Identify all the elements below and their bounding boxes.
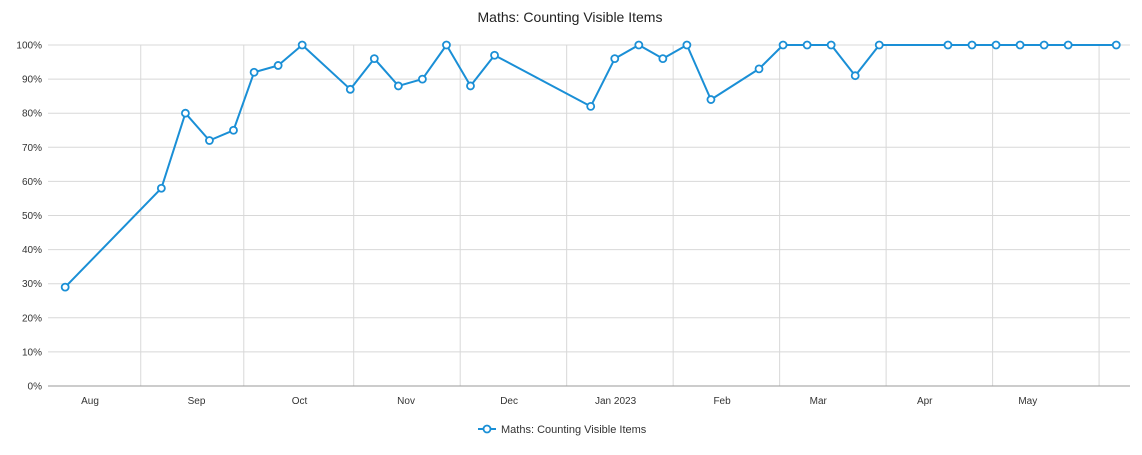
data-point[interactable] <box>297 40 307 50</box>
legend[interactable]: Maths: Counting Visible Items <box>478 424 647 436</box>
data-point[interactable] <box>249 67 259 77</box>
x-tick-label: Oct <box>292 396 308 407</box>
data-point[interactable] <box>1111 40 1121 50</box>
data-point[interactable] <box>967 40 977 50</box>
x-tick-label: Sep <box>188 396 206 407</box>
data-point[interactable] <box>658 54 668 64</box>
data-point[interactable] <box>205 136 214 145</box>
data-point[interactable] <box>393 81 403 91</box>
y-tick-label: 40% <box>22 245 42 256</box>
data-point[interactable] <box>706 95 716 104</box>
chart-title: Maths: Counting Visible Items <box>478 9 663 25</box>
x-tick-label: Feb <box>713 396 731 407</box>
data-point[interactable] <box>273 61 283 70</box>
data-point[interactable] <box>442 40 451 50</box>
data-point[interactable] <box>466 81 475 91</box>
y-tick-label: 30% <box>22 279 42 290</box>
legend-swatch-marker <box>482 424 492 434</box>
data-point[interactable] <box>943 40 953 50</box>
data-point[interactable] <box>991 40 1001 50</box>
y-tick-label: 90% <box>22 75 42 86</box>
y-tick-label: 70% <box>22 143 42 154</box>
data-point[interactable] <box>418 74 427 84</box>
data-point[interactable] <box>586 101 596 111</box>
data-point[interactable] <box>754 64 764 74</box>
data-point[interactable] <box>850 71 860 81</box>
data-point[interactable] <box>1039 40 1049 50</box>
x-tick-label: Aug <box>81 396 99 407</box>
legend-entry-label: Maths: Counting Visible Items <box>501 424 647 436</box>
data-point[interactable] <box>180 108 190 118</box>
data-point[interactable] <box>826 40 836 50</box>
y-tick-label: 50% <box>22 211 42 222</box>
y-tick-label: 80% <box>22 109 42 120</box>
series-line <box>64 44 1117 288</box>
x-axis-tick-labels: Aug Sep Oct Nov Dec Jan 2023 Feb Mar Apr May <box>81 396 1037 407</box>
y-tick-label: 0% <box>28 382 43 393</box>
data-point[interactable] <box>778 40 788 50</box>
y-tick-label: 10% <box>22 347 42 358</box>
data-point[interactable] <box>345 84 355 94</box>
y-axis-tick-labels: 0% 10% 20% 30% 40% 50% 60% 70% 80% 90% 100% <box>16 41 42 393</box>
data-point[interactable] <box>802 40 812 50</box>
x-tick-label: Jan 2023 <box>595 396 637 407</box>
data-point[interactable] <box>610 54 620 64</box>
y-tick-label: 60% <box>22 177 42 188</box>
data-point[interactable] <box>634 40 644 50</box>
data-point[interactable] <box>1015 40 1025 50</box>
data-point[interactable] <box>156 183 166 193</box>
data-point[interactable] <box>490 50 499 60</box>
data-series <box>60 40 1121 292</box>
data-point[interactable] <box>682 40 692 50</box>
x-tick-label: Dec <box>500 396 518 407</box>
x-tick-label: Mar <box>810 396 828 407</box>
data-point[interactable] <box>229 125 238 135</box>
data-point[interactable] <box>369 54 379 64</box>
x-tick-label: Apr <box>917 396 933 407</box>
data-point[interactable] <box>1063 40 1073 50</box>
data-point[interactable] <box>874 40 884 50</box>
y-tick-label: 20% <box>22 313 42 324</box>
x-tick-label: Nov <box>397 396 415 407</box>
gridlines <box>48 44 1130 386</box>
x-tick-label: May <box>1018 396 1037 407</box>
data-point[interactable] <box>60 282 70 292</box>
y-tick-label: 100% <box>16 41 42 52</box>
